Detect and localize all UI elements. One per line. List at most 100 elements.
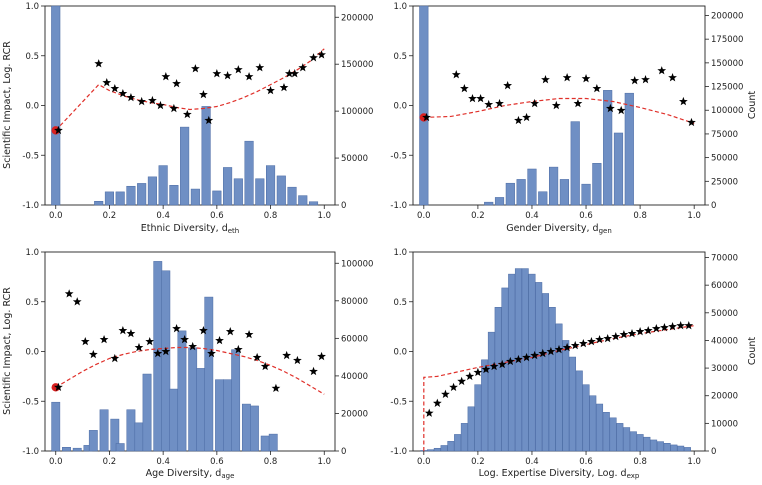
mean-impact-star	[562, 73, 572, 82]
mean-impact-star	[298, 63, 308, 72]
histogram-bar	[535, 282, 543, 452]
count-tick-label: 10000	[711, 419, 738, 429]
mean-impact-star	[110, 353, 120, 363]
mean-impact-star	[161, 72, 171, 81]
histogram-bar	[562, 340, 570, 452]
mean-impact-star	[156, 100, 165, 110]
mean-impact-star	[317, 50, 326, 59]
histogram-bar	[427, 449, 435, 452]
mean-impact-star	[562, 342, 572, 352]
mean-impact-star	[54, 382, 63, 392]
x-tick-label: 0.0	[417, 457, 431, 467]
mean-impact-star	[215, 335, 224, 345]
mean-impact-star	[204, 115, 214, 125]
y-axis-label-right: Count	[747, 91, 758, 119]
y-tick-label: -1.0	[22, 201, 39, 211]
mean-impact-star	[212, 69, 222, 78]
mean-impact-star	[660, 323, 669, 332]
histogram-bar	[147, 176, 157, 206]
histogram-bar	[454, 434, 462, 452]
mean-impact-star	[54, 125, 63, 135]
mean-impact-star	[309, 366, 318, 376]
panel-age-diversity: 0.0 0.2 0.4 0.6 0.8 1.0 -1.0 -0.5 0.0 0.5 1.0 0 2000…	[2, 248, 373, 480]
count-tick-label: 70000	[711, 254, 738, 264]
mean-impact-star	[64, 289, 74, 298]
count-tick-label: 60000	[341, 334, 368, 344]
y-tick-label: -1.0	[390, 201, 407, 211]
histogram-bar	[516, 179, 526, 206]
histogram-bar	[72, 447, 82, 452]
mean-impact-star	[530, 350, 540, 360]
count-tick-label: 0	[711, 447, 716, 457]
histogram-bar	[548, 307, 556, 452]
mean-impact-star	[465, 371, 475, 381]
mean-impact-star	[476, 93, 485, 103]
mean-impact-star	[554, 344, 564, 354]
count-tick-label: 100000	[711, 106, 743, 116]
histogram-bar	[99, 409, 109, 452]
mean-impact-star	[489, 361, 499, 371]
count-tick-label: 50000	[711, 309, 738, 319]
panel-expertise-diversity: 0.0 0.2 0.4 0.6 0.8 1.0 -1.0 -0.5 0.0 0.5 1.0 0 1000…	[390, 248, 758, 480]
mean-impact-star	[541, 75, 550, 84]
mean-impact-star	[538, 348, 548, 358]
y-tick-label: 0.5	[25, 52, 39, 62]
count-tick-label: 50000	[711, 154, 738, 164]
trend-curve	[423, 97, 695, 124]
count-tick-label: 0	[711, 201, 716, 211]
mean-impact-star	[260, 361, 270, 371]
histogram-bar	[169, 185, 179, 206]
count-tick-label: 40000	[711, 336, 738, 346]
y-axis-label-right: Count	[747, 337, 758, 365]
mean-impact-star	[279, 82, 289, 92]
x-tick-label: 0.2	[103, 211, 117, 221]
mean-impact-star	[595, 334, 604, 344]
mean-impact-star	[514, 354, 523, 364]
histogram-bar	[650, 439, 658, 452]
histogram-bar	[528, 273, 536, 452]
mean-impact-stars	[54, 50, 326, 135]
mean-impact-star	[252, 352, 262, 362]
mean-impact-star	[161, 346, 171, 356]
mean-impact-star	[643, 326, 653, 335]
histogram-bar	[161, 270, 171, 452]
mean-impact-star	[460, 83, 469, 93]
mean-impact-star	[180, 334, 189, 344]
mean-impact-star	[581, 74, 591, 83]
mean-impact-star	[570, 340, 580, 350]
mean-impact-star	[424, 408, 434, 417]
histogram-bar	[177, 330, 187, 452]
mean-impact-star	[679, 96, 688, 106]
mean-impact-star	[573, 98, 583, 108]
x-axis-label: Ethnic Diversity, deth	[141, 223, 239, 235]
histogram-bar	[94, 201, 104, 206]
histogram-bar	[440, 445, 448, 452]
mean-impact-star	[148, 95, 157, 105]
x-tick-label: 0.6	[579, 211, 593, 221]
mean-impact-star	[495, 98, 504, 108]
trend-curve	[55, 48, 325, 131]
histogram-bar	[419, 5, 429, 206]
mean-impact-star	[88, 349, 98, 359]
histogram-bar	[538, 191, 548, 206]
mean-impact-star	[641, 75, 650, 84]
histogram-bar	[51, 401, 61, 452]
histogram-bar	[241, 403, 251, 452]
mean-impact-star	[284, 69, 294, 78]
histogram-bar	[602, 412, 610, 452]
mean-impact-star	[611, 331, 621, 341]
histogram-bar	[581, 183, 591, 206]
mean-impact-star	[619, 329, 629, 339]
mean-impact-star	[530, 98, 540, 108]
x-tick-label: 0.2	[103, 457, 117, 467]
mean-impact-star	[627, 328, 637, 338]
histogram-bar	[494, 307, 502, 452]
x-tick-label: 1.0	[317, 211, 331, 221]
count-tick-label: 60000	[711, 281, 738, 291]
x-tick-label: 0.8	[633, 457, 647, 467]
histogram-bar	[629, 431, 637, 452]
mean-impact-star	[309, 53, 318, 62]
y-tick-label: 0.5	[393, 298, 407, 308]
trend-curve	[55, 346, 325, 395]
histogram-bar	[474, 384, 482, 452]
